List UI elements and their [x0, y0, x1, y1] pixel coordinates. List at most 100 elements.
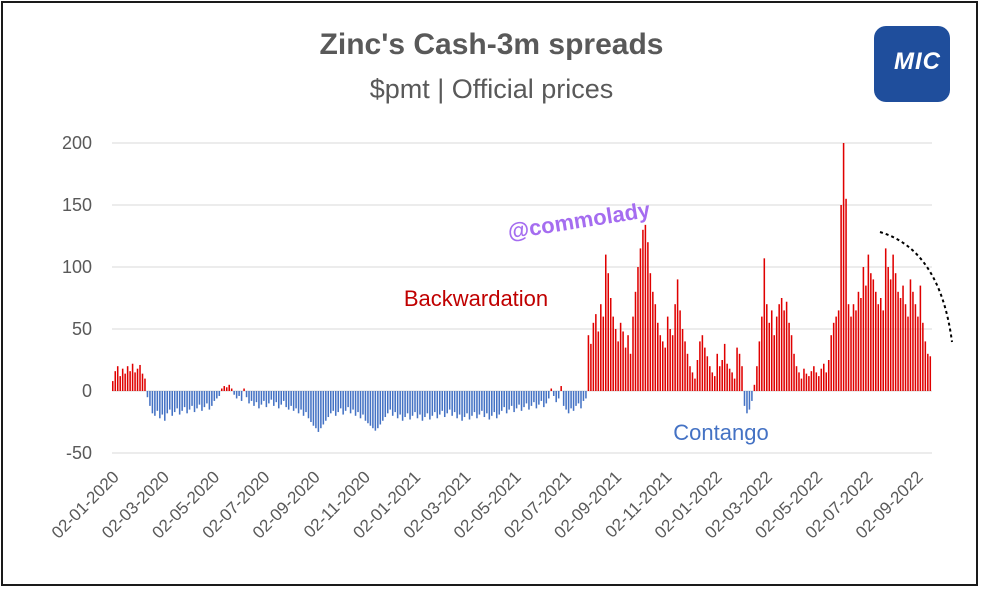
bar — [852, 304, 855, 391]
bar — [453, 391, 456, 413]
bar — [312, 391, 315, 426]
bar — [533, 391, 535, 403]
bar — [461, 391, 463, 421]
bar — [540, 391, 543, 401]
bar — [785, 301, 788, 391]
bar — [419, 391, 421, 415]
bar — [310, 391, 312, 422]
bar — [240, 391, 243, 401]
bar — [818, 376, 820, 391]
trend-arrow — [879, 231, 953, 343]
bar — [575, 391, 577, 406]
bar — [597, 331, 600, 391]
bar — [173, 391, 176, 413]
bar — [889, 279, 892, 391]
bar — [483, 391, 486, 418]
bar — [768, 322, 771, 391]
bar — [902, 285, 904, 391]
bar — [914, 304, 917, 391]
watermark: @commolady — [506, 197, 653, 244]
bar — [600, 304, 602, 391]
bar — [654, 304, 657, 391]
bar — [639, 248, 642, 391]
bar — [704, 347, 706, 391]
bar — [510, 391, 513, 406]
bar — [766, 304, 768, 391]
bar — [830, 335, 832, 391]
y-tick-label: 150 — [62, 195, 92, 215]
bar — [795, 366, 798, 391]
bar — [862, 267, 865, 391]
bar — [629, 353, 632, 391]
bar — [548, 391, 550, 399]
bar — [535, 391, 538, 409]
bar — [176, 391, 178, 409]
bar — [793, 353, 795, 391]
bar — [825, 372, 828, 391]
bar — [907, 316, 909, 391]
bar — [216, 391, 218, 399]
contango-label: Contango — [673, 420, 768, 445]
bar — [369, 391, 372, 426]
bar — [463, 391, 466, 418]
bar — [582, 391, 585, 401]
bar — [731, 372, 733, 391]
bar — [382, 391, 384, 421]
bar — [191, 391, 193, 406]
bar — [850, 316, 852, 391]
bar — [144, 378, 146, 391]
bar — [255, 391, 258, 403]
bar — [478, 391, 481, 415]
bar — [364, 391, 367, 421]
bar — [803, 368, 805, 391]
bar — [552, 391, 555, 396]
bar — [726, 363, 728, 391]
bar — [322, 391, 325, 425]
bar — [894, 273, 897, 391]
bar — [481, 391, 483, 411]
bar — [263, 391, 265, 401]
bar — [377, 391, 379, 429]
bar — [347, 391, 349, 408]
bar — [114, 371, 117, 391]
bar — [178, 391, 181, 415]
bar — [357, 391, 359, 413]
bar — [320, 391, 322, 429]
bar — [391, 391, 394, 416]
bar — [909, 279, 912, 391]
bar — [592, 322, 595, 391]
bar — [248, 391, 250, 404]
bar — [129, 371, 131, 391]
bar — [627, 335, 629, 391]
bar — [275, 391, 278, 403]
bar — [892, 254, 894, 391]
bar — [887, 267, 889, 391]
bar — [614, 329, 617, 391]
bar — [372, 391, 374, 429]
bar — [439, 391, 441, 415]
bar — [411, 391, 414, 416]
bar — [206, 391, 208, 404]
bar — [736, 347, 738, 391]
bar — [870, 273, 872, 391]
bar — [325, 391, 327, 421]
bar — [233, 391, 235, 395]
bar — [112, 381, 114, 391]
bar — [661, 341, 664, 391]
bar — [223, 386, 226, 391]
bar — [657, 322, 659, 391]
bar — [590, 343, 592, 391]
bar — [211, 391, 213, 406]
bar — [567, 391, 570, 414]
bar — [709, 366, 711, 391]
bar — [250, 391, 253, 401]
bar — [196, 391, 198, 409]
bar — [352, 391, 354, 410]
mic-logo-text: MIC — [894, 48, 941, 75]
bar — [790, 335, 793, 391]
bar — [186, 391, 188, 414]
bar — [659, 335, 662, 391]
bar — [565, 391, 567, 410]
bar — [773, 335, 775, 391]
bar — [287, 391, 290, 410]
